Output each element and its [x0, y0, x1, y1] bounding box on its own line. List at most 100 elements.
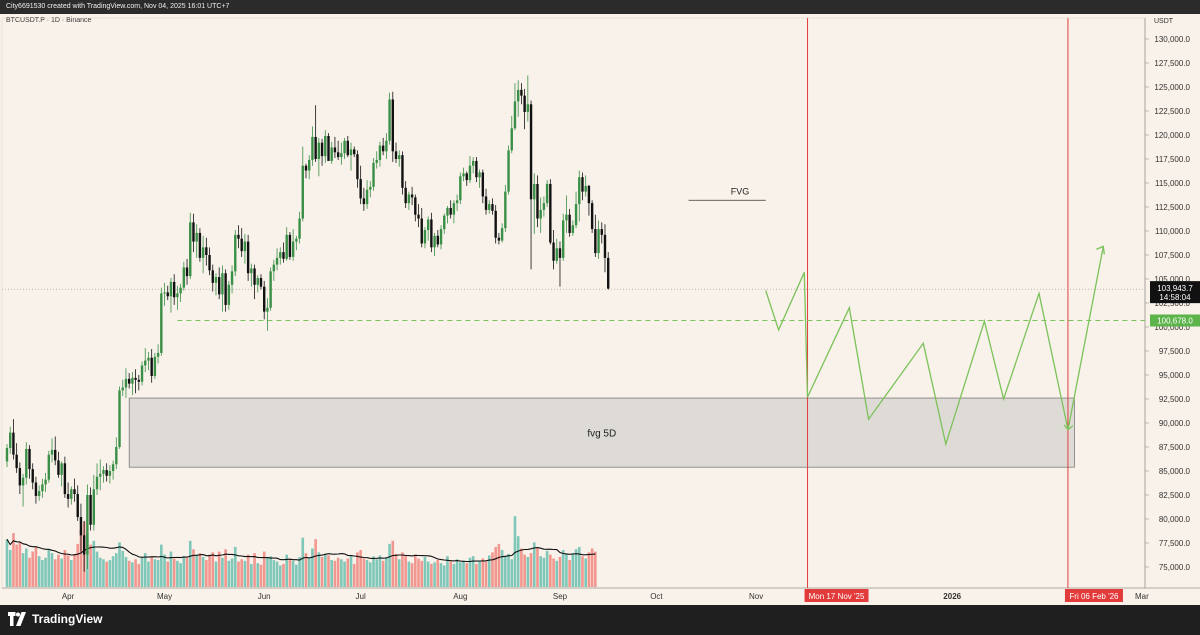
candle-body [124, 378, 128, 388]
volume-bar [166, 561, 170, 587]
volume-bar [471, 556, 475, 587]
candle-body [189, 222, 192, 277]
volume-bar [243, 560, 247, 587]
volume-bar [233, 546, 237, 587]
volume-bar [153, 559, 157, 587]
volume-bar [362, 558, 366, 587]
volume-bar [227, 560, 231, 587]
volume-bar [594, 551, 597, 587]
candle-body [9, 432, 12, 448]
candle-body [163, 292, 166, 294]
candle-body [369, 186, 372, 190]
candle-body [92, 489, 96, 525]
candle-body [105, 470, 108, 476]
volume-bar [108, 560, 112, 587]
volume-bar [105, 561, 108, 587]
candle-body [266, 307, 269, 312]
candle-body [195, 232, 198, 242]
volume-bar [565, 553, 568, 587]
volume-bar [484, 561, 488, 587]
candle-body [172, 281, 176, 298]
volume-bar [349, 556, 353, 587]
volume-bar [102, 559, 105, 587]
volume-bar [449, 561, 452, 587]
candle-body [63, 463, 67, 495]
volume-bar [60, 558, 63, 587]
volume-bar [18, 542, 22, 587]
x-tick-label: Sep [553, 592, 568, 601]
candle-body [217, 277, 221, 295]
volume-bar [44, 557, 47, 587]
volume-bar [217, 551, 221, 587]
volume-bar [494, 546, 497, 587]
candle-body [127, 378, 131, 384]
candle-body [156, 352, 160, 357]
candle-body [182, 267, 186, 288]
price-chart[interactable]: 130,000.0 127,500.0 125,000.0 122,500.0 120,… [0, 14, 1200, 605]
candle-body [584, 185, 587, 192]
volume-bar [311, 548, 314, 587]
candle-body [468, 165, 472, 181]
candle-body [21, 477, 25, 486]
volume-bar [24, 548, 28, 587]
volume-bar [205, 560, 208, 587]
volume-bar [314, 539, 317, 587]
volume-bar [172, 558, 176, 587]
volume-bar [179, 563, 182, 587]
candle-body [552, 242, 555, 261]
volume-bar [542, 557, 546, 587]
candle-body [597, 229, 600, 254]
candle-body [542, 203, 546, 210]
tradingview-brand[interactable]: TradingView [8, 611, 102, 627]
time-marker-label: Fri 06 Feb '26 [1069, 592, 1119, 601]
volume-bar [185, 557, 189, 587]
candle-body [108, 471, 112, 476]
candle-body [333, 147, 337, 153]
candle-body [484, 196, 488, 210]
candle-body [578, 177, 581, 205]
y-tick-label: 110,000.0 [1155, 227, 1191, 236]
volume-bar [5, 539, 9, 587]
volume-bar [224, 549, 227, 587]
candle-body [82, 535, 86, 555]
candle-body [561, 220, 565, 258]
candle-body [79, 517, 83, 536]
volume-bar [188, 540, 192, 587]
candle-body [50, 449, 54, 455]
volume-bar [352, 563, 356, 587]
candle-body [565, 214, 568, 221]
volume-bar [378, 555, 382, 587]
volume-bar [295, 564, 298, 587]
x-tick-label: Jul [356, 592, 366, 601]
candle-body [504, 191, 507, 229]
volume-bar [462, 560, 465, 587]
x-tick-label: Oct [650, 592, 663, 601]
volume-bar [372, 556, 375, 587]
volume-bar [420, 560, 424, 587]
candle-body [536, 183, 539, 219]
candle-body [349, 149, 353, 156]
volume-bar [282, 563, 285, 587]
candle-body [346, 140, 349, 156]
candle-body [574, 204, 578, 226]
volume-bar [304, 553, 308, 587]
volume-bar [307, 558, 311, 587]
candle-body [336, 152, 340, 158]
time-marker-badge [804, 589, 869, 602]
fvg-5d-zone [128, 397, 1075, 468]
candle-body [388, 99, 391, 141]
candle-body [520, 89, 523, 96]
volume-bar [137, 563, 141, 587]
volume-bar [288, 558, 292, 587]
volume-bar [584, 558, 587, 587]
candle-body [571, 225, 575, 233]
volume-bar [430, 563, 433, 587]
candle-body [443, 215, 446, 230]
volume-bar [407, 561, 411, 587]
candle-body [481, 172, 485, 197]
volume-bar [156, 560, 160, 587]
volume-bar [253, 553, 256, 587]
volume-bar [587, 552, 591, 587]
candle-body [385, 140, 388, 152]
candle-body [73, 489, 76, 495]
